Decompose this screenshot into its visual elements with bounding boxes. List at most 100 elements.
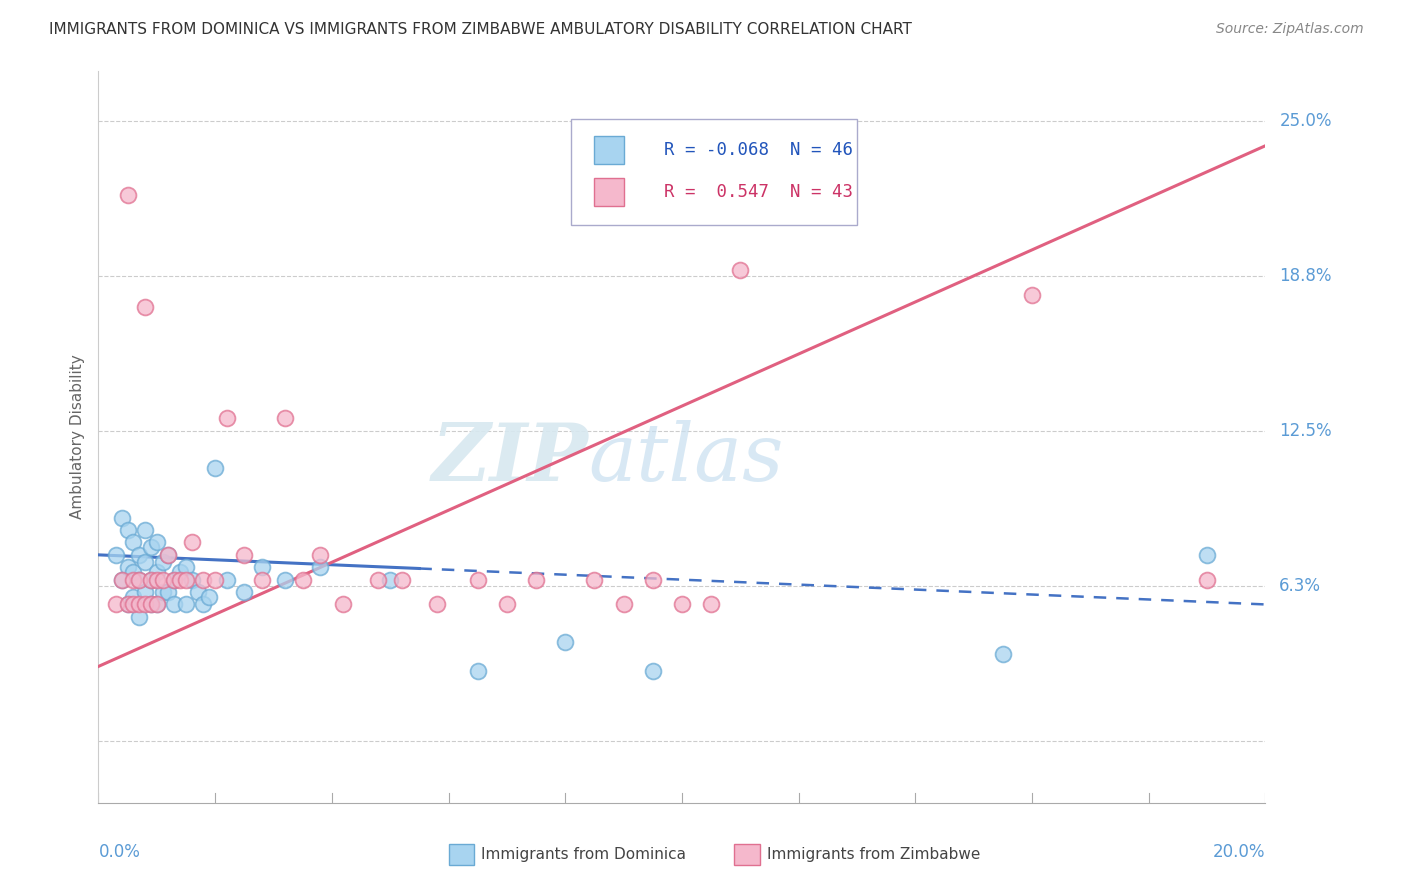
- Point: [291, 573, 314, 587]
- Point: [250, 560, 273, 574]
- Text: atlas: atlas: [589, 420, 785, 498]
- Point: [309, 548, 332, 562]
- Point: [122, 590, 145, 604]
- Point: [204, 461, 226, 475]
- Text: 0.0%: 0.0%: [98, 843, 141, 861]
- Point: [117, 598, 139, 612]
- Text: Source: ZipAtlas.com: Source: ZipAtlas.com: [1216, 22, 1364, 37]
- Point: [391, 573, 413, 587]
- Point: [1021, 287, 1043, 301]
- Point: [612, 598, 634, 612]
- Point: [134, 585, 156, 599]
- Point: [367, 573, 389, 587]
- FancyBboxPatch shape: [734, 845, 761, 865]
- Point: [146, 598, 169, 612]
- Point: [157, 585, 180, 599]
- Point: [274, 573, 297, 587]
- Point: [134, 598, 156, 612]
- Point: [139, 573, 162, 587]
- Point: [193, 573, 215, 587]
- Point: [233, 585, 256, 599]
- Point: [117, 598, 139, 612]
- Point: [380, 573, 402, 587]
- Point: [169, 565, 191, 579]
- Point: [122, 573, 145, 587]
- Text: Immigrants from Zimbabwe: Immigrants from Zimbabwe: [768, 847, 980, 862]
- Point: [204, 573, 226, 587]
- Point: [139, 541, 162, 555]
- Text: IMMIGRANTS FROM DOMINICA VS IMMIGRANTS FROM ZIMBABWE AMBULATORY DISABILITY CORRE: IMMIGRANTS FROM DOMINICA VS IMMIGRANTS F…: [49, 22, 912, 37]
- Point: [117, 523, 139, 537]
- Point: [111, 510, 134, 524]
- Point: [128, 573, 150, 587]
- Point: [309, 560, 332, 574]
- FancyBboxPatch shape: [571, 119, 856, 225]
- Point: [146, 535, 169, 549]
- Point: [215, 411, 238, 425]
- Point: [496, 598, 519, 612]
- Point: [641, 665, 664, 679]
- Point: [163, 573, 186, 587]
- Point: [128, 548, 150, 562]
- Point: [274, 411, 297, 425]
- Point: [1195, 573, 1218, 587]
- Point: [157, 548, 180, 562]
- Y-axis label: Ambulatory Disability: Ambulatory Disability: [70, 355, 86, 519]
- Point: [169, 573, 191, 587]
- Point: [117, 188, 139, 202]
- Text: 20.0%: 20.0%: [1213, 843, 1265, 861]
- FancyBboxPatch shape: [595, 136, 624, 164]
- Point: [139, 573, 162, 587]
- Point: [730, 262, 752, 277]
- Text: R =  0.547  N = 43: R = 0.547 N = 43: [665, 183, 853, 201]
- Point: [128, 573, 150, 587]
- Point: [152, 585, 174, 599]
- Text: Immigrants from Dominica: Immigrants from Dominica: [481, 847, 686, 862]
- Point: [700, 598, 723, 612]
- Point: [198, 590, 221, 604]
- Point: [180, 573, 202, 587]
- Point: [139, 598, 162, 612]
- Point: [128, 610, 150, 624]
- Point: [163, 598, 186, 612]
- Point: [157, 548, 180, 562]
- Point: [104, 598, 127, 612]
- FancyBboxPatch shape: [595, 178, 624, 206]
- Text: ZIP: ZIP: [432, 420, 589, 498]
- Point: [128, 598, 150, 612]
- Point: [233, 548, 256, 562]
- Point: [554, 634, 576, 648]
- Point: [332, 598, 354, 612]
- Point: [146, 598, 169, 612]
- Text: R = -0.068  N = 46: R = -0.068 N = 46: [665, 141, 853, 160]
- Point: [134, 300, 156, 314]
- Point: [187, 585, 209, 599]
- Point: [104, 548, 127, 562]
- Point: [146, 565, 169, 579]
- Point: [991, 647, 1014, 661]
- Point: [152, 573, 174, 587]
- Point: [583, 573, 606, 587]
- Point: [1195, 548, 1218, 562]
- Text: 25.0%: 25.0%: [1279, 112, 1331, 130]
- Point: [122, 535, 145, 549]
- Point: [122, 598, 145, 612]
- Point: [193, 598, 215, 612]
- Point: [174, 560, 197, 574]
- Point: [111, 573, 134, 587]
- Point: [180, 535, 202, 549]
- Point: [163, 573, 186, 587]
- Point: [152, 555, 174, 569]
- Point: [174, 573, 197, 587]
- Point: [524, 573, 547, 587]
- Point: [134, 523, 156, 537]
- Text: 6.3%: 6.3%: [1279, 577, 1322, 595]
- Point: [174, 598, 197, 612]
- Point: [146, 573, 169, 587]
- Text: 18.8%: 18.8%: [1279, 267, 1331, 285]
- FancyBboxPatch shape: [449, 845, 474, 865]
- Point: [122, 565, 145, 579]
- Point: [134, 555, 156, 569]
- Point: [139, 598, 162, 612]
- Point: [215, 573, 238, 587]
